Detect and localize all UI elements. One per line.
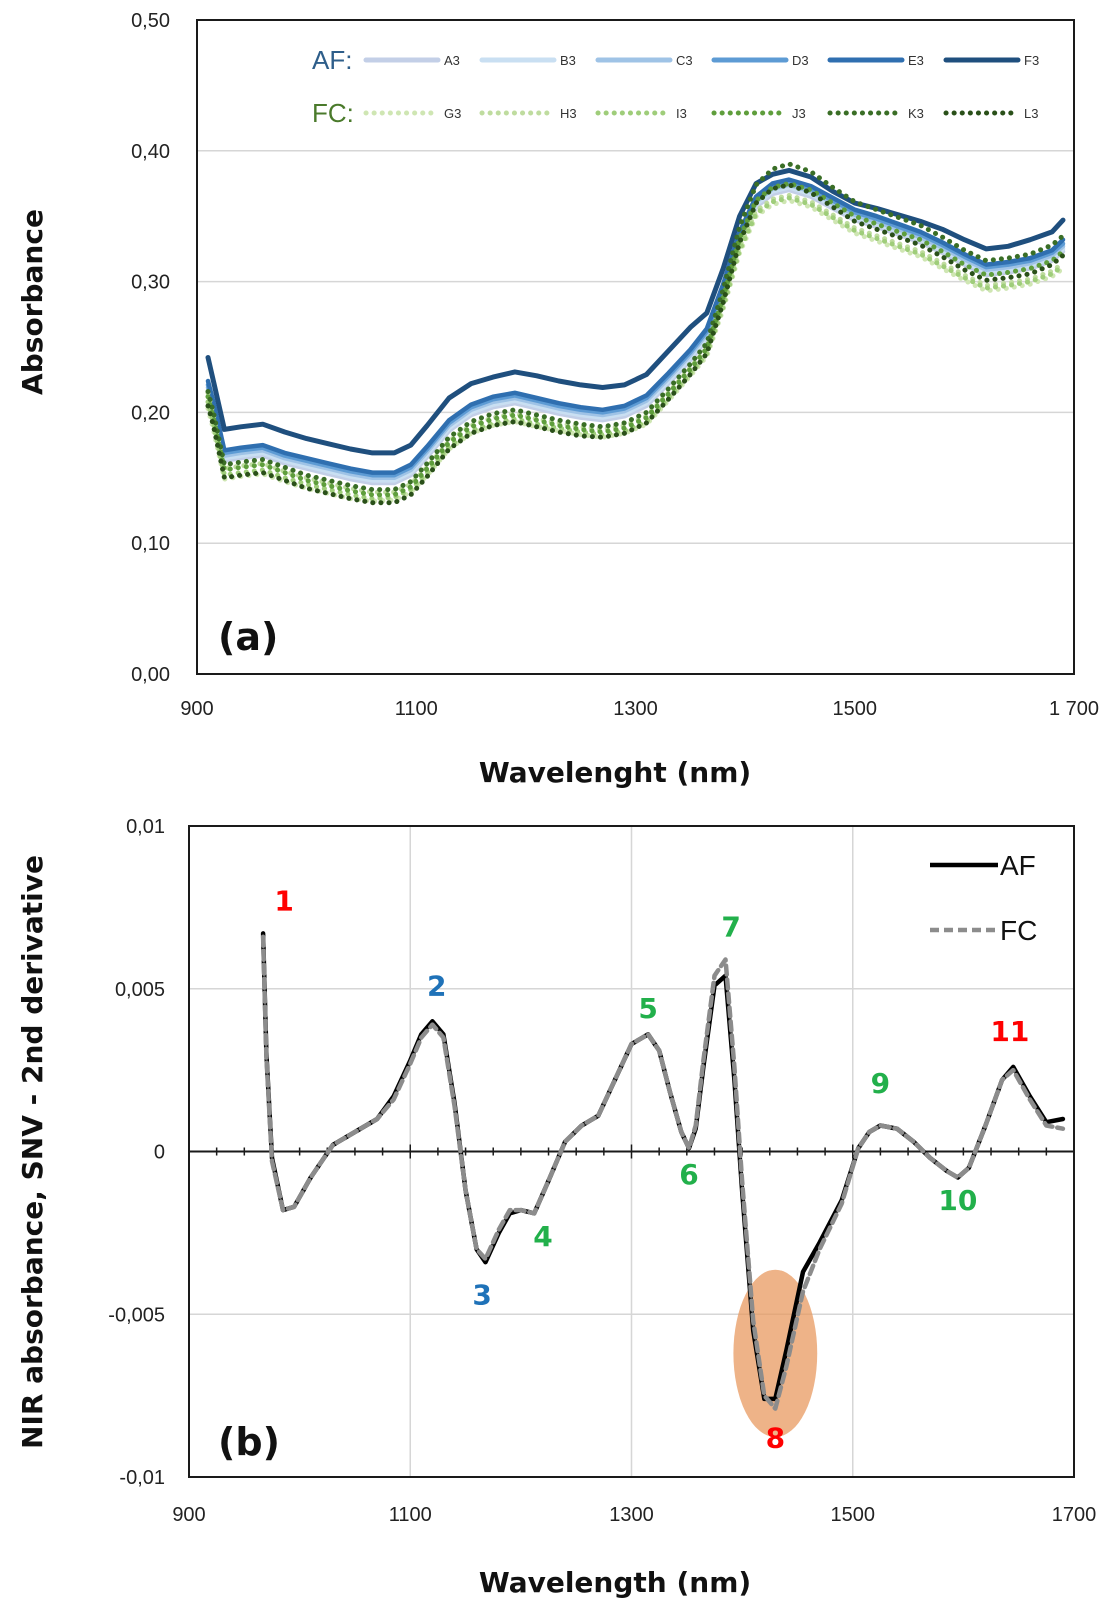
highlight-ellipse (733, 1269, 818, 1437)
series-line-C3 (205, 182, 1066, 481)
series-line-FC (260, 934, 1066, 1411)
peak-label-4: 4 (533, 1220, 552, 1253)
b-zero-axis (189, 1144, 1074, 1159)
absorbance-chart: 0,00 0,10 0,20 0,30 0,40 0,50 900 1100 1300 1500… (16, 10, 1099, 789)
b-y-axis-title: NIR absorbance, SNV - 2nd derivative (16, 855, 49, 1449)
legend-label-J3: J3 (792, 106, 806, 121)
series-line-E3 (205, 177, 1066, 475)
peak-label-10: 10 (938, 1184, 977, 1217)
b-y-tick-label: 0 (154, 1142, 165, 1164)
a-panel-tag: (a) (218, 615, 278, 659)
b-y-tick-labels: -0,01 -0,005 0 0,005 0,01 (108, 816, 165, 1489)
series-line-D3 (205, 179, 1066, 478)
b-x-tick-label: 1100 (389, 1504, 432, 1526)
b-y-tick-label: 0,01 (126, 816, 165, 838)
a-x-axis-title: Wavelenght (nm) (479, 756, 751, 789)
legend-label-B3: B3 (560, 53, 576, 68)
series-line-F3 (205, 167, 1066, 456)
a-x-tick-label: 1 700 (1049, 698, 1099, 720)
legend-label-AF: AF (1000, 850, 1036, 881)
a-x-tick-label: 900 (180, 698, 213, 720)
b-x-tick-label: 1500 (831, 1504, 876, 1526)
peak-label-9: 9 (871, 1067, 890, 1100)
legend-group-label: FC: (312, 98, 354, 128)
peak-labels: 1 2 3 4 5 6 7 8 9 10 11 (274, 885, 1029, 1455)
peak-label-5: 5 (638, 992, 657, 1025)
a-y-tick-label: 0,20 (131, 402, 170, 424)
a-y-tick-label: 0,40 (131, 141, 170, 163)
b-y-tick-label: 0,005 (115, 979, 165, 1001)
b-panel-tag: (b) (218, 1420, 280, 1464)
a-x-tick-labels: 900 1100 1300 1500 1 700 (180, 698, 1099, 720)
a-y-tick-label: 0,30 (131, 272, 170, 294)
a-plot-frame (196, 19, 1075, 675)
b-x-tick-labels: 900 1100 1300 1500 1700 (172, 1504, 1096, 1526)
series-line-G3 (205, 198, 1066, 504)
b-plot-frame (188, 825, 1075, 1478)
a-gridlines (197, 150, 1074, 544)
series-line-A3 (205, 187, 1066, 486)
legend-label-A3: A3 (444, 53, 460, 68)
series-line-J3 (205, 181, 1066, 498)
peak-label-1: 1 (274, 885, 293, 918)
a-y-axis-title: Absorbance (16, 209, 49, 395)
a-y-tick-labels: 0,00 0,10 0,20 0,30 0,40 0,50 (131, 10, 170, 686)
legend-group-label: AF: (312, 45, 352, 75)
peak-label-3: 3 (472, 1278, 491, 1311)
b-series-lines (260, 931, 1066, 1411)
a-x-tick-label: 1300 (613, 698, 658, 720)
peak-label-8: 8 (766, 1422, 785, 1455)
legend-label-F3: F3 (1024, 53, 1039, 68)
b-legend: AF FC (930, 850, 1037, 946)
b-x-axis-title: Wavelength (nm) (479, 1566, 751, 1599)
series-line-K3 (205, 161, 1066, 493)
peak-label-2: 2 (427, 969, 446, 1002)
b-x-tick-label: 1700 (1052, 1504, 1097, 1526)
series-line-H3 (205, 192, 1066, 495)
series-line-B3 (205, 185, 1066, 483)
a-legend: AF: A3 B3 C3 D3 E3 F3 FC: G3 H3 I3 J3 K3 L3 (312, 45, 1039, 128)
b-y-tick-label: -0,005 (108, 1304, 165, 1326)
b-y-tick-label: -0,01 (119, 1467, 165, 1489)
legend-label-D3: D3 (792, 53, 809, 68)
second-derivative-chart: -0,01 -0,005 0 0,005 0,01 900 1100 1300 1500 170… (16, 816, 1096, 1599)
legend-label-L3: L3 (1024, 106, 1038, 121)
a-y-tick-label: 0,50 (131, 10, 170, 32)
legend-label-FC: FC (1000, 915, 1037, 946)
legend-label-H3: H3 (560, 106, 577, 121)
legend-label-G3: G3 (444, 106, 461, 121)
peak-label-7: 7 (721, 911, 740, 944)
peak-label-11: 11 (990, 1015, 1029, 1048)
legend-label-E3: E3 (908, 53, 924, 68)
a-series-lines (205, 161, 1066, 506)
a-x-tick-label: 1100 (395, 698, 438, 720)
a-y-tick-label: 0,10 (131, 533, 170, 555)
b-x-tick-label: 1300 (609, 1504, 654, 1526)
legend-label-C3: C3 (676, 53, 693, 68)
b-x-tick-label: 900 (172, 1504, 205, 1526)
a-y-tick-label: 0,00 (131, 664, 170, 686)
series-line-I3 (205, 195, 1066, 502)
series-line-L3 (205, 182, 1066, 506)
a-x-tick-label: 1500 (833, 698, 878, 720)
legend-label-K3: K3 (908, 106, 924, 121)
peak-label-6: 6 (679, 1158, 698, 1191)
legend-label-I3: I3 (676, 106, 687, 121)
